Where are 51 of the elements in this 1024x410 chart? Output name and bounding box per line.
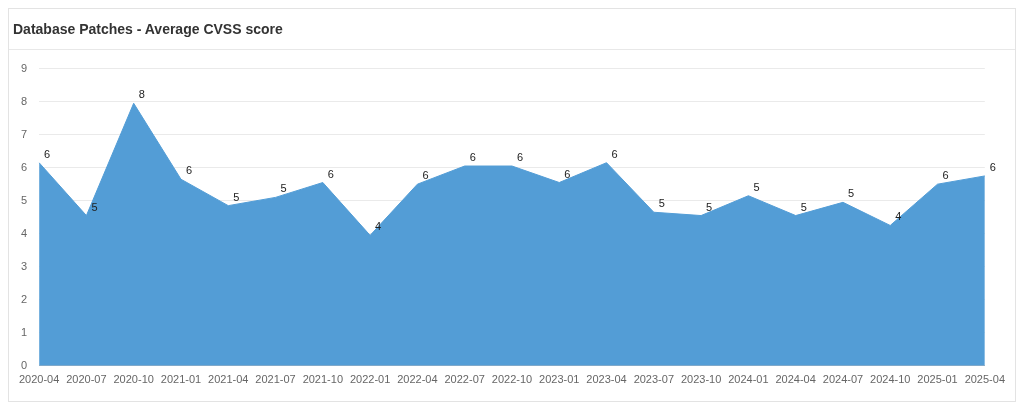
data-label: 8 — [138, 88, 145, 101]
x-tick-label: 2021-07 — [255, 373, 296, 386]
x-tick-label: 2020-07 — [66, 373, 107, 386]
data-label: 6 — [564, 167, 571, 180]
x-tick-label: 2021-04 — [208, 373, 249, 386]
data-label: 6 — [422, 169, 429, 182]
data-label: 6 — [611, 147, 618, 160]
y-tick-label: 6 — [20, 160, 28, 173]
x-tick-label: 2020-04 — [18, 373, 60, 386]
data-label: 6 — [989, 160, 996, 173]
y-tick-label: 7 — [20, 127, 28, 140]
x-tick-label: 2025-01 — [917, 373, 958, 386]
data-label: 6 — [327, 167, 334, 180]
data-label: 6 — [469, 151, 476, 164]
x-tick-label: 2023-07 — [633, 373, 675, 386]
x-tick-label: 2022-07 — [444, 373, 485, 386]
y-tick-label: 0 — [20, 358, 28, 371]
data-label: 6 — [44, 147, 51, 160]
x-tick-label: 2022-01 — [349, 373, 391, 386]
data-label: 5 — [800, 200, 807, 213]
chart-title: Database Patches - Average CVSS score — [9, 9, 1015, 50]
data-label: 5 — [233, 190, 240, 203]
data-label: 5 — [91, 200, 98, 213]
y-tick-label: 8 — [20, 94, 28, 107]
x-tick-label: 2020-10 — [113, 373, 154, 386]
y-tick-label: 9 — [20, 61, 28, 74]
data-label: 6 — [516, 151, 524, 164]
data-label: 5 — [847, 187, 855, 200]
data-label: 5 — [706, 200, 713, 213]
y-tick-label: 3 — [20, 259, 28, 272]
x-tick-label: 2021-01 — [160, 373, 202, 386]
x-tick-label: 2024-01 — [728, 373, 769, 386]
x-tick-label: 2024-04 — [775, 373, 816, 386]
x-tick-label: 2021-10 — [302, 373, 344, 386]
x-tick-label: 2023-01 — [539, 373, 580, 386]
data-label: 6 — [942, 169, 949, 182]
y-tick-label: 2 — [20, 292, 28, 305]
x-tick-label: 2023-04 — [586, 373, 627, 386]
y-tick-label: 5 — [20, 193, 28, 206]
x-tick-label: 2022-10 — [491, 373, 533, 386]
data-label: 5 — [658, 197, 665, 210]
x-tick-label: 2024-10 — [870, 373, 911, 386]
x-tick-label: 2025-04 — [964, 373, 1005, 386]
x-tick-label: 2024-07 — [822, 373, 864, 386]
data-label: 6 — [185, 164, 193, 177]
y-tick-label: 4 — [20, 226, 28, 239]
y-tick-label: 1 — [20, 325, 28, 338]
data-label: 5 — [753, 180, 760, 193]
x-tick-label: 2022-04 — [397, 373, 438, 386]
x-tick-label: 2023-10 — [680, 373, 722, 386]
data-label: 5 — [280, 182, 287, 195]
